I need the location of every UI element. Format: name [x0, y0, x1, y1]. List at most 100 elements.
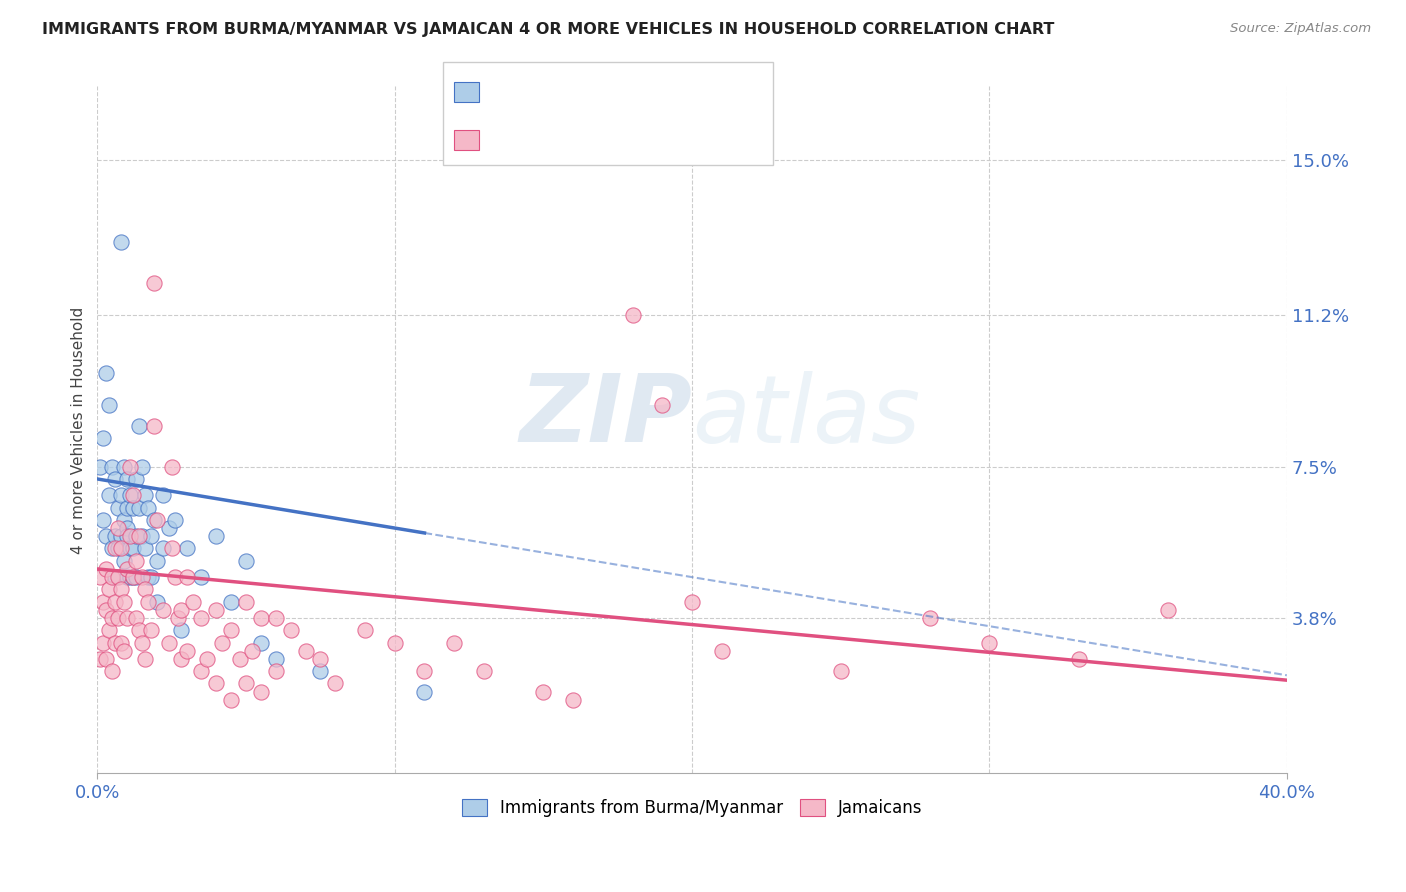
Point	[681, 595, 703, 609]
Point	[169, 624, 191, 638]
Point	[250, 611, 273, 625]
Point	[110, 529, 132, 543]
Text: 60: 60	[634, 82, 657, 100]
Point	[229, 652, 252, 666]
Point	[101, 459, 124, 474]
Point	[160, 541, 183, 556]
Point	[115, 570, 138, 584]
Point	[122, 570, 145, 584]
Point	[176, 541, 198, 556]
Point	[190, 611, 212, 625]
Point	[136, 595, 159, 609]
Text: R =: R =	[489, 82, 526, 100]
Point	[125, 554, 148, 568]
Text: atlas: atlas	[692, 371, 921, 462]
Point	[219, 624, 242, 638]
Point	[139, 624, 162, 638]
Point	[120, 570, 142, 584]
Point	[110, 635, 132, 649]
Point	[112, 595, 135, 609]
Point	[115, 611, 138, 625]
Point	[115, 500, 138, 515]
Point	[264, 652, 287, 666]
Point	[125, 472, 148, 486]
Y-axis label: 4 or more Vehicles in Household: 4 or more Vehicles in Household	[72, 306, 86, 554]
Point	[107, 541, 129, 556]
Text: -0.191: -0.191	[529, 130, 588, 148]
Point	[98, 582, 121, 597]
Point	[176, 644, 198, 658]
Point	[219, 693, 242, 707]
Point	[205, 603, 228, 617]
Point	[131, 459, 153, 474]
Point	[128, 500, 150, 515]
Point	[112, 513, 135, 527]
Point	[264, 611, 287, 625]
Point	[112, 644, 135, 658]
Point	[91, 595, 114, 609]
Point	[89, 652, 111, 666]
Text: N =: N =	[599, 82, 636, 100]
Point	[152, 488, 174, 502]
Point	[205, 529, 228, 543]
Point	[1157, 603, 1180, 617]
Legend: Immigrants from Burma/Myanmar, Jamaicans: Immigrants from Burma/Myanmar, Jamaicans	[456, 792, 929, 823]
Point	[235, 595, 257, 609]
Point	[115, 521, 138, 535]
Point	[240, 644, 263, 658]
Point	[142, 513, 165, 527]
Point	[104, 529, 127, 543]
Point	[157, 521, 180, 535]
Point	[139, 570, 162, 584]
Text: ZIP: ZIP	[519, 370, 692, 462]
Text: Source: ZipAtlas.com: Source: ZipAtlas.com	[1230, 22, 1371, 36]
Point	[176, 570, 198, 584]
Point	[152, 541, 174, 556]
Point	[112, 554, 135, 568]
Point	[413, 684, 436, 698]
Point	[354, 624, 377, 638]
Point	[280, 624, 302, 638]
Point	[211, 635, 233, 649]
Point	[110, 541, 132, 556]
Point	[115, 529, 138, 543]
Point	[235, 554, 257, 568]
Text: IMMIGRANTS FROM BURMA/MYANMAR VS JAMAICAN 4 OR MORE VEHICLES IN HOUSEHOLD CORREL: IMMIGRANTS FROM BURMA/MYANMAR VS JAMAICA…	[42, 22, 1054, 37]
Point	[107, 570, 129, 584]
Point	[169, 652, 191, 666]
Point	[190, 570, 212, 584]
Point	[384, 635, 406, 649]
Point	[110, 235, 132, 249]
Point	[136, 500, 159, 515]
Point	[131, 570, 153, 584]
Point	[96, 562, 118, 576]
Point	[96, 529, 118, 543]
Point	[195, 652, 218, 666]
Point	[146, 595, 169, 609]
Point	[128, 418, 150, 433]
Point	[128, 624, 150, 638]
Text: N =: N =	[599, 130, 636, 148]
Text: R =: R =	[489, 130, 530, 148]
Point	[651, 398, 673, 412]
Point	[101, 541, 124, 556]
Point	[163, 513, 186, 527]
Point	[104, 472, 127, 486]
Point	[98, 488, 121, 502]
Point	[98, 624, 121, 638]
Point	[91, 635, 114, 649]
Point	[146, 513, 169, 527]
Point	[125, 611, 148, 625]
Point	[104, 570, 127, 584]
Point	[110, 488, 132, 502]
Point	[122, 570, 145, 584]
Point	[120, 459, 142, 474]
Point	[91, 513, 114, 527]
Point	[89, 459, 111, 474]
Point	[309, 652, 332, 666]
Point	[294, 644, 316, 658]
Point	[219, 595, 242, 609]
Point	[104, 635, 127, 649]
Point	[443, 635, 465, 649]
Point	[264, 664, 287, 678]
